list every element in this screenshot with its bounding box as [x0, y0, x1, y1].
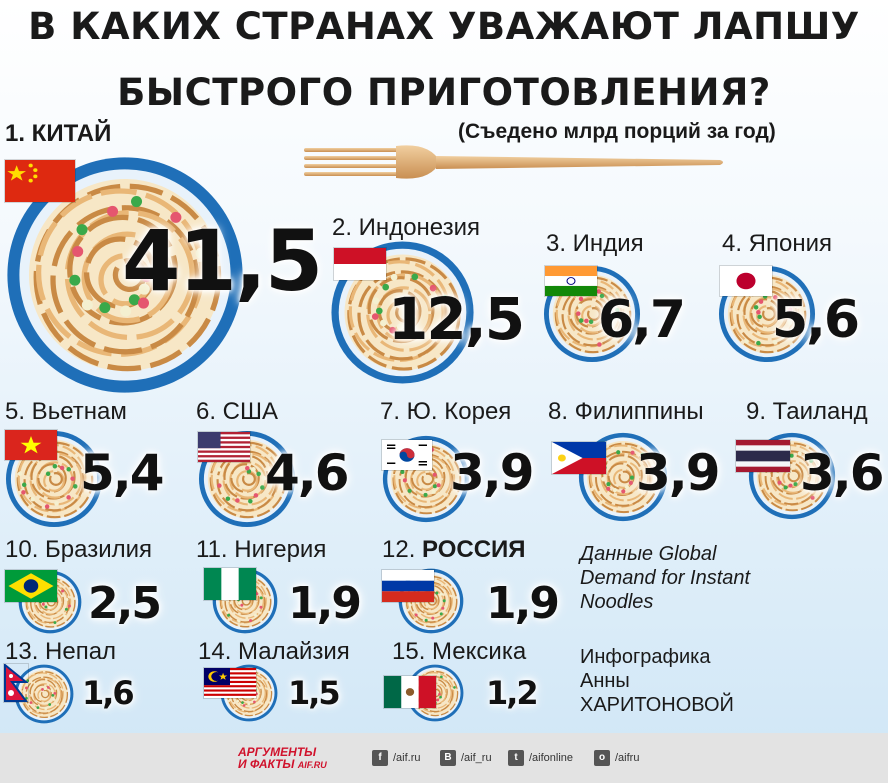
country-name-6: 6. США — [196, 398, 279, 425]
plate-13 — [14, 664, 74, 724]
value-label-5: 5,4 — [80, 444, 165, 502]
value-label-3: 6,7 — [598, 290, 686, 350]
social-twitter[interactable]: t /aifonline — [508, 750, 573, 766]
value-label-4: 5,6 — [772, 290, 860, 350]
country-name-9: 9. Таиланд — [746, 398, 868, 425]
country-name-8: 8. Филиппины — [548, 398, 704, 425]
country-label-6: 6. США — [196, 398, 278, 426]
country-name-1: 1. КИТАЙ — [5, 120, 112, 147]
flag-malaysia — [204, 668, 256, 698]
country-label-5: 5. Вьетнам — [5, 398, 127, 426]
value-label-8: 3,9 — [636, 444, 721, 502]
country-label-14: 14. Малайзия — [198, 638, 350, 666]
value-label-12: 1,9 — [486, 578, 560, 629]
facebook-icon: f — [372, 750, 388, 766]
flag-philippines — [552, 442, 606, 474]
flag-south-korea — [382, 440, 432, 470]
brand-logo[interactable]: АРГУМЕНТЫ И ФАКТЫ AIF.RU — [238, 745, 327, 771]
plate-1 — [5, 155, 245, 395]
flag-indonesia — [334, 248, 386, 280]
country-name-3: 3. Индия — [546, 230, 644, 257]
value-label-15: 1,2 — [486, 674, 539, 712]
odnoklassniki-icon: о — [594, 750, 610, 766]
value-label-13: 1,6 — [82, 674, 135, 712]
subtitle: (Съедено млрд порций за год) — [458, 120, 776, 143]
social-facebook[interactable]: f /aif.ru — [372, 750, 421, 766]
value-label-14: 1,5 — [288, 674, 341, 712]
country-label-2: 2. Индонезия — [332, 214, 480, 242]
value-label-6: 4,6 — [265, 444, 350, 502]
value-label-1: 41,5 — [122, 212, 323, 310]
plate-4 — [718, 265, 816, 363]
country-label-3: 3. Индия — [546, 230, 644, 258]
value-label-7: 3,9 — [450, 444, 535, 502]
country-label-13: 13. Непал — [5, 638, 116, 666]
flag-china — [5, 160, 75, 202]
flag-usa — [198, 432, 250, 462]
country-name-11: 11. Нигерия — [196, 536, 327, 563]
country-label-11: 11. Нигерия — [196, 536, 326, 564]
country-label-4: 4. Япония — [722, 230, 832, 258]
country-name-4: 4. Япония — [722, 230, 833, 257]
flag-nepal — [4, 662, 29, 702]
twitter-icon: t — [508, 750, 524, 766]
country-name-7: 7. Ю. Корея — [380, 398, 512, 425]
social-odnoklassniki[interactable]: о /aifru — [594, 750, 639, 766]
country-name-12: 12. — [382, 536, 423, 563]
country-name-5: 5. Вьетнам — [5, 398, 127, 425]
country-name-13: 13. Непал — [5, 638, 117, 665]
flag-japan — [720, 266, 772, 296]
value-label-2: 12,5 — [388, 285, 525, 353]
social-twitter-text: /aifonline — [529, 752, 574, 764]
value-label-11: 1,9 — [288, 578, 362, 629]
flag-russia — [382, 570, 434, 602]
social-vk[interactable]: В /aif_ru — [440, 750, 492, 766]
country-label-7: 7. Ю. Корея — [380, 398, 511, 426]
fork-icon — [304, 145, 723, 179]
flag-nigeria — [204, 568, 256, 600]
title-line-1: В КАКИХ СТРАНАХ УВАЖАЮТ ЛАПШУ — [28, 5, 860, 48]
value-label-10: 2,5 — [88, 578, 162, 629]
vk-icon: В — [440, 750, 456, 766]
plate-11 — [212, 568, 278, 634]
country-label-1: 1. КИТАЙ — [5, 120, 111, 148]
title-line-2: БЫСТРОГО ПРИГОТОВЛЕНИЯ? — [117, 71, 771, 114]
country-name-15: 15. Мексика — [392, 638, 527, 665]
source-note: Данные Global Demand for Instant Noodles — [580, 543, 751, 613]
flag-vietnam — [5, 430, 57, 460]
country-label-9: 9. Таиланд — [746, 398, 868, 426]
value-label-9: 3,6 — [800, 444, 885, 502]
social-odnoklassniki-text: /aifru — [615, 752, 640, 764]
flag-thailand — [736, 440, 790, 472]
country-name-2: 2. Индонезия — [332, 214, 481, 241]
social-facebook-text: /aif.ru — [393, 752, 421, 764]
country-label-15: 15. Мексика — [392, 638, 526, 666]
flag-brazil — [5, 570, 57, 602]
country-label-10: 10. Бразилия — [5, 536, 152, 564]
country-name-14: 14. Малайзия — [198, 638, 350, 665]
country-label-12: 12. РОССИЯ — [382, 536, 526, 564]
country-label-8: 8. Филиппины — [548, 398, 704, 426]
flag-mexico — [384, 676, 436, 708]
country-name-bold-12: РОССИЯ — [422, 536, 526, 563]
flag-india — [545, 266, 597, 296]
credit-note: Инфографика Анны ХАРИТОНОВОЙ — [580, 646, 734, 716]
social-vk-text: /aif_ru — [461, 752, 492, 764]
country-name-10: 10. Бразилия — [5, 536, 153, 563]
